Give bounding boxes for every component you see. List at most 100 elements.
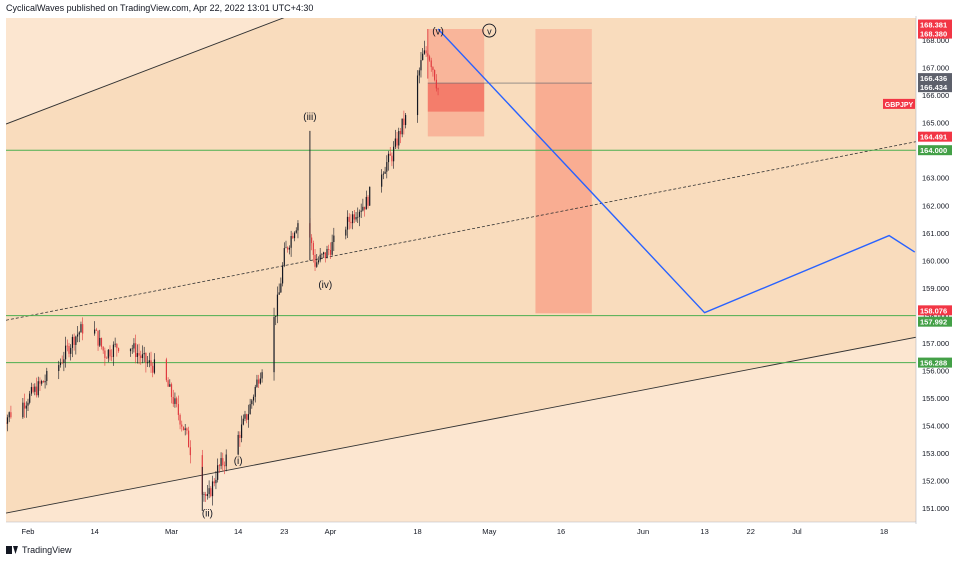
candle-body xyxy=(242,418,244,425)
candle-112 xyxy=(275,315,277,326)
candle-173 xyxy=(420,52,422,78)
candle-98 xyxy=(240,415,243,443)
candle-2 xyxy=(6,414,7,430)
target-box-lower xyxy=(535,83,592,314)
candle-body xyxy=(114,343,116,345)
candle-109 xyxy=(259,372,261,385)
candle-body xyxy=(152,365,154,373)
candle-165 xyxy=(396,132,398,149)
candle-body xyxy=(434,69,436,80)
candle-body xyxy=(184,428,186,431)
candle-154 xyxy=(367,195,369,209)
price-tick-153: 153.000 xyxy=(922,449,949,458)
price-tick-159: 159.000 xyxy=(922,284,949,293)
candle-body xyxy=(75,336,77,345)
candle-105 xyxy=(252,394,255,406)
candle-44 xyxy=(107,348,109,363)
candle-101 xyxy=(246,413,248,424)
candle-body xyxy=(217,465,219,480)
candle-body xyxy=(398,131,400,146)
price-label-bg xyxy=(918,145,952,156)
price-tick-157: 157.000 xyxy=(922,339,949,348)
candle-body xyxy=(367,196,369,206)
candle-body xyxy=(384,171,386,174)
candle-body xyxy=(353,214,355,220)
price-tick-158: 158.000 xyxy=(922,311,949,320)
candle-body xyxy=(82,324,84,334)
candle-54 xyxy=(135,334,137,364)
price-tick-166: 166.000 xyxy=(922,91,949,100)
time-tick-11: 22 xyxy=(747,527,755,536)
candle-4 xyxy=(8,411,10,423)
candle-135 xyxy=(324,252,326,263)
candle-29 xyxy=(71,334,74,358)
candle-118 xyxy=(285,240,287,249)
candle-52 xyxy=(131,344,133,354)
candle-body xyxy=(403,118,405,126)
candle-body xyxy=(244,414,246,419)
candle-body xyxy=(107,349,109,359)
candle-body xyxy=(278,292,280,295)
candle-80 xyxy=(189,440,191,464)
candle-body xyxy=(23,402,26,409)
candle-body xyxy=(362,206,364,211)
candle-body xyxy=(104,350,106,359)
candle-90 xyxy=(217,458,219,483)
candle-body xyxy=(312,243,314,255)
candle-body xyxy=(165,359,167,381)
candle-156 xyxy=(381,169,383,193)
candle-body xyxy=(182,426,185,431)
candle-body xyxy=(169,384,171,387)
price-tick-162: 162.000 xyxy=(922,201,949,210)
candle-14 xyxy=(35,377,38,398)
price-label-8: 156.288 xyxy=(918,357,952,368)
candle-body xyxy=(292,235,294,239)
candle-body xyxy=(328,248,330,251)
candle-142 xyxy=(346,210,349,238)
price-tick-155: 155.000 xyxy=(922,394,949,403)
candle-body xyxy=(322,252,325,255)
candle-37 xyxy=(95,327,97,331)
candle-41 xyxy=(102,346,104,354)
price-tick-154: 154.000 xyxy=(922,422,949,431)
candle-body xyxy=(188,430,190,448)
price-tick-161: 161.000 xyxy=(922,229,949,238)
price-label-5: 164.000 xyxy=(918,145,952,156)
candle-body xyxy=(420,60,422,71)
candle-115 xyxy=(280,277,282,293)
candle-body xyxy=(109,349,111,357)
wave-label-3: (iv) xyxy=(318,280,332,291)
candle-108 xyxy=(258,374,260,389)
trade-box xyxy=(427,29,485,137)
candle-13 xyxy=(34,383,36,396)
candle-body xyxy=(135,343,137,357)
footer-brand: TradingView xyxy=(22,545,72,555)
candle-body xyxy=(35,386,38,396)
candle-body xyxy=(352,214,354,224)
candle-body xyxy=(112,344,115,357)
candle-122 xyxy=(292,232,294,239)
candle-62 xyxy=(148,352,150,368)
candle-body xyxy=(297,223,299,231)
candle-body xyxy=(145,353,147,364)
candle-114 xyxy=(278,283,280,295)
candle-134 xyxy=(322,251,325,258)
candle-87 xyxy=(211,475,214,506)
candle-96 xyxy=(237,431,239,456)
candle-body xyxy=(261,372,263,379)
candle-body xyxy=(256,379,258,387)
candle-182 xyxy=(435,74,437,92)
candle-51 xyxy=(129,348,132,357)
candle-body xyxy=(138,353,140,356)
candle-body xyxy=(223,465,226,467)
candle-body xyxy=(61,362,63,364)
candle-body xyxy=(170,384,173,397)
price-label-text: 166.434 xyxy=(920,83,948,92)
price-label-text: 168.381 xyxy=(920,21,947,30)
target-box-upper xyxy=(535,29,592,84)
candle-body xyxy=(210,488,212,497)
candle-body xyxy=(280,283,282,293)
candle-117 xyxy=(283,242,285,268)
candle-42 xyxy=(104,347,106,366)
